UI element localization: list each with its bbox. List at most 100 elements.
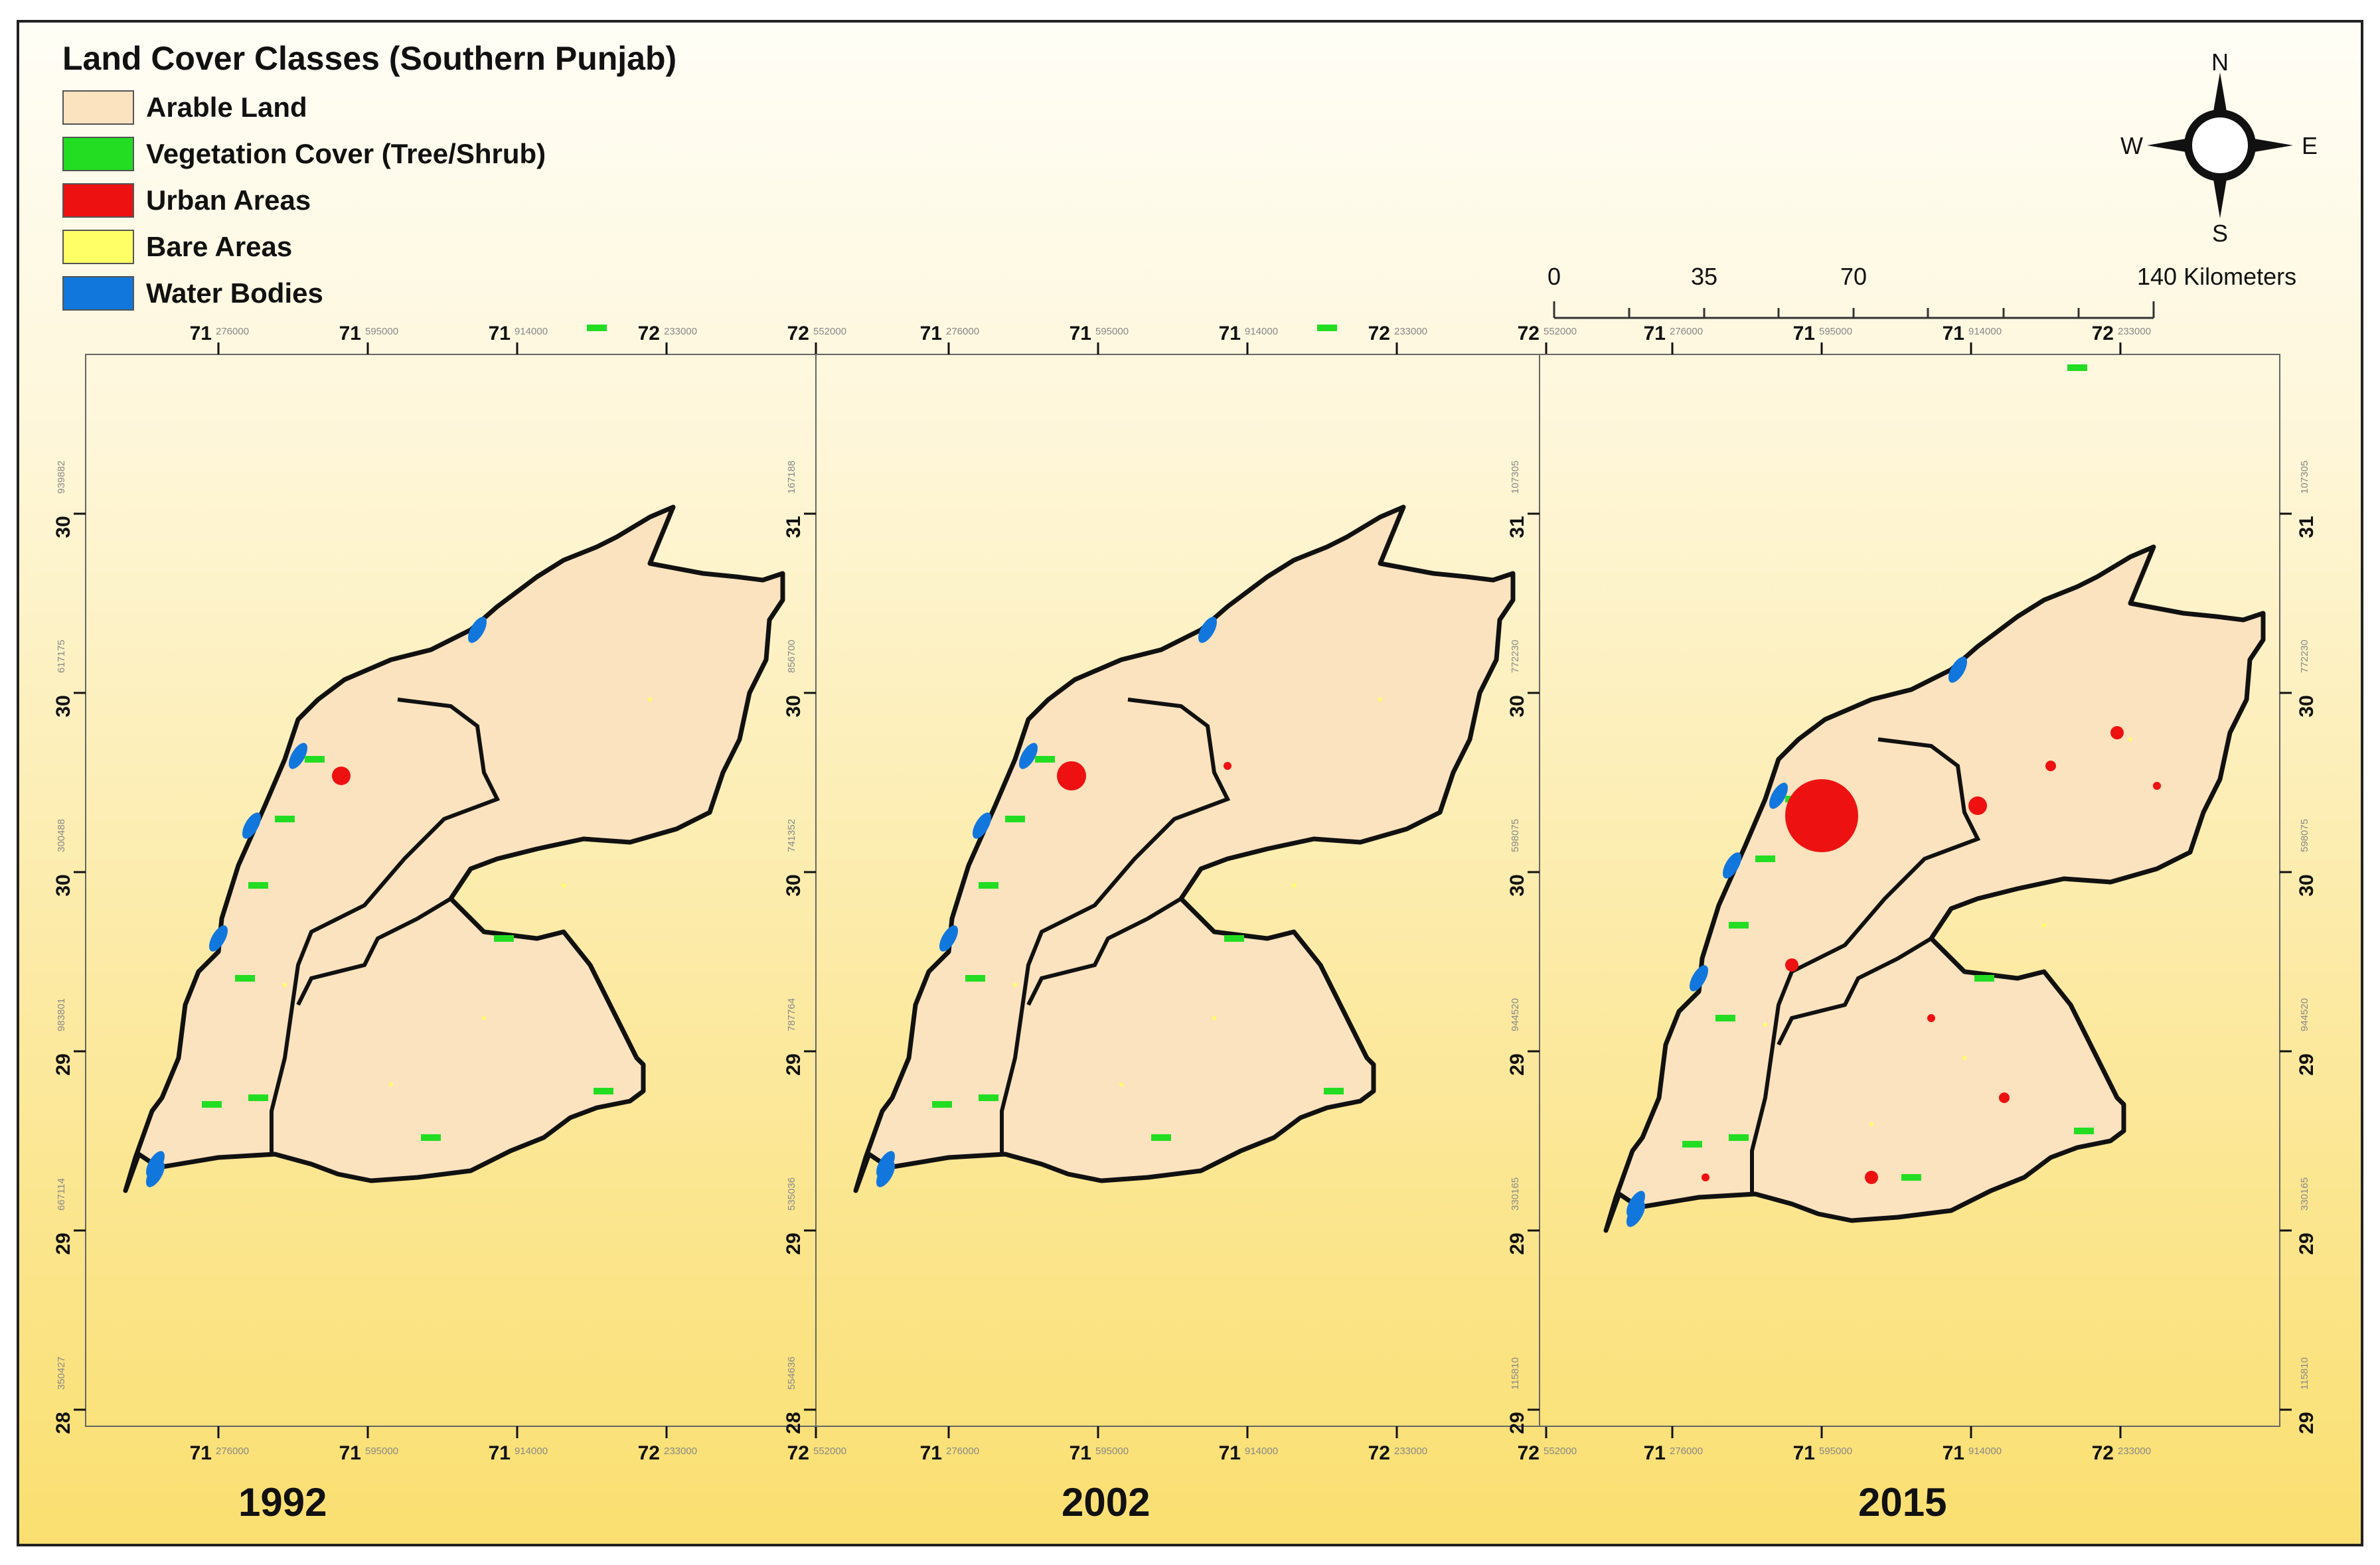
vegetation-patch bbox=[248, 882, 268, 889]
vegetation-patch bbox=[1901, 1174, 1921, 1181]
scale-label-0: 0 bbox=[1547, 263, 1561, 290]
district-boundary bbox=[1000, 698, 1231, 1154]
vegetation-patch bbox=[2067, 364, 2087, 371]
tick-label-lat-deg: 30 bbox=[52, 874, 74, 896]
legend-swatch-bare bbox=[62, 229, 134, 264]
region-map bbox=[123, 325, 785, 1193]
bare-patch bbox=[2042, 923, 2046, 927]
vegetation-patch bbox=[979, 1094, 998, 1101]
tick-sublabel-lat: 741352 bbox=[786, 819, 797, 852]
urban-area bbox=[1224, 762, 1231, 770]
vegetation-patch bbox=[594, 1088, 613, 1094]
legend-label-urban: Urban Areas bbox=[146, 184, 311, 216]
water-body bbox=[468, 617, 487, 643]
tick-sublabel-lat: 787764 bbox=[786, 998, 797, 1031]
tick-sublabel-lon: 552000 bbox=[1544, 1446, 1577, 1457]
tick-label-lon: 71 bbox=[1793, 323, 1815, 344]
bare-patch bbox=[2128, 737, 2132, 741]
tick-label-lat: 29 667114 bbox=[52, 1178, 74, 1255]
legend-title: Land Cover Classes (Southern Punjab) bbox=[62, 40, 677, 77]
tick-label-lat-deg: 30 bbox=[2296, 874, 2318, 896]
year-label-1992: 1992 bbox=[238, 1480, 327, 1525]
urban-area bbox=[1927, 1014, 1935, 1022]
tick-sublabel-lat: 944520 bbox=[1510, 998, 1521, 1031]
tick-label-lat-deg: 31 bbox=[1506, 516, 1528, 538]
legend-item-arable: Arable Land bbox=[62, 89, 307, 125]
tick-label-lon: 72 bbox=[1368, 323, 1390, 344]
map-figure: Land Cover Classes (Southern Punjab) Ara… bbox=[17, 20, 2363, 1546]
tick-label-lon: 71 bbox=[1070, 1442, 1091, 1464]
tick-label-lon: 72 bbox=[638, 1442, 660, 1464]
bare-patch bbox=[1962, 1056, 1966, 1060]
bare-patch bbox=[283, 983, 287, 987]
legend-item-bare: Bare Areas bbox=[62, 228, 292, 265]
tick-label-lat-deg: 30 bbox=[52, 695, 74, 717]
water-body bbox=[1690, 965, 1708, 992]
legend-item-vegetation: Vegetation Cover (Tree/Shrub) bbox=[62, 135, 546, 172]
tick-sublabel-lon: 595000 bbox=[365, 1446, 398, 1457]
urban-area bbox=[1999, 1092, 2010, 1103]
tick-label-lon: 71 bbox=[190, 323, 212, 344]
tick-label-lat: 30 772230 bbox=[2296, 640, 2318, 717]
tick-sublabel-lon: 276000 bbox=[216, 326, 249, 337]
tick-sublabel-lat: 944520 bbox=[2299, 998, 2310, 1031]
map-panels: 71 276000 71 595000 71 914000 72 233000 72 552000… bbox=[52, 323, 2318, 1464]
legend-label-water: Water Bodies bbox=[146, 277, 323, 309]
tick-label-lat: 31 167188 bbox=[783, 461, 805, 538]
tick-label-lat: 31 107305 bbox=[2296, 461, 2318, 538]
tick-label-lat: 29 115810 bbox=[1506, 1357, 1528, 1434]
region-map bbox=[1603, 364, 2266, 1233]
year-label-2015: 2015 bbox=[1858, 1480, 1947, 1525]
tick-label-lon: 71 bbox=[489, 323, 511, 344]
tick-sublabel-lon: 914000 bbox=[1968, 326, 2002, 337]
legend-label-bare: Bare Areas bbox=[146, 230, 293, 262]
vegetation-patch bbox=[235, 975, 255, 982]
compass-north: N bbox=[2211, 48, 2229, 76]
vegetation-patch bbox=[421, 1134, 441, 1141]
scale-label-70: 70 bbox=[1840, 263, 1867, 290]
vegetation-patch bbox=[1224, 935, 1244, 942]
tick-sublabel-lon: 914000 bbox=[1968, 1446, 2002, 1457]
vegetation-patch bbox=[932, 1101, 952, 1108]
tick-label-lat-deg: 30 bbox=[2296, 695, 2318, 717]
water-body bbox=[973, 812, 991, 839]
tick-label-lat: 28 350427 bbox=[52, 1357, 74, 1434]
tick-label-lon: 71 bbox=[1943, 323, 1964, 344]
tick-sublabel-lat: 350427 bbox=[56, 1357, 67, 1390]
tick-sublabel-lon: 552000 bbox=[813, 326, 846, 337]
vegetation-patch bbox=[202, 1101, 222, 1108]
tick-label-lat-deg: 30 bbox=[1506, 874, 1528, 896]
tick-label-lon: 71 bbox=[339, 323, 361, 344]
tick-sublabel-lon: 914000 bbox=[1245, 326, 1278, 337]
tick-label-lat-deg: 29 bbox=[2296, 1053, 2318, 1075]
tick-label-lon: 71 bbox=[1219, 1442, 1241, 1464]
tick-sublabel-lon: 276000 bbox=[946, 326, 979, 337]
tick-sublabel-lat: 667114 bbox=[56, 1178, 67, 1211]
tick-label-lat: 29 983801 bbox=[52, 998, 74, 1076]
tick-label-lat-deg: 29 bbox=[1506, 1232, 1528, 1254]
panel-frame bbox=[1539, 354, 2280, 1427]
tick-sublabel-lat: 167188 bbox=[786, 461, 797, 494]
tick-sublabel-lat: 535036 bbox=[786, 1177, 797, 1211]
tick-label-lat: 30 300488 bbox=[52, 819, 74, 897]
legend-swatch-water bbox=[62, 275, 134, 311]
map-panel-1992: 71 276000 71 595000 71 914000 72 233000 72 552000… bbox=[52, 323, 846, 1464]
tick-label-lat-deg: 29 bbox=[1506, 1053, 1528, 1075]
tick-sublabel-lon: 276000 bbox=[1670, 326, 1703, 337]
tick-label-lon: 71 bbox=[1943, 1442, 1964, 1464]
tick-sublabel-lat: 939882 bbox=[56, 461, 67, 494]
tick-label-lat: 30 939882 bbox=[52, 461, 74, 538]
bare-patch bbox=[389, 1082, 393, 1086]
water-body bbox=[1769, 782, 1788, 809]
legend-swatch-vegetation bbox=[62, 136, 134, 171]
tick-label-lon: 71 bbox=[1219, 323, 1241, 344]
tick-label-lon: 71 bbox=[190, 1442, 212, 1464]
tick-label-lat: 30 598075 bbox=[2296, 819, 2318, 897]
water-body bbox=[209, 925, 228, 952]
scale-bar: 0 35 70 140 Kilometers bbox=[1547, 263, 2296, 319]
district-boundary bbox=[1026, 897, 1182, 1006]
tick-label-lat-deg: 29 bbox=[783, 1232, 805, 1254]
tick-sublabel-lon: 595000 bbox=[1095, 1446, 1129, 1457]
tick-label-lat-deg: 30 bbox=[52, 516, 74, 538]
tick-label-lon: 72 bbox=[2092, 1442, 2114, 1464]
